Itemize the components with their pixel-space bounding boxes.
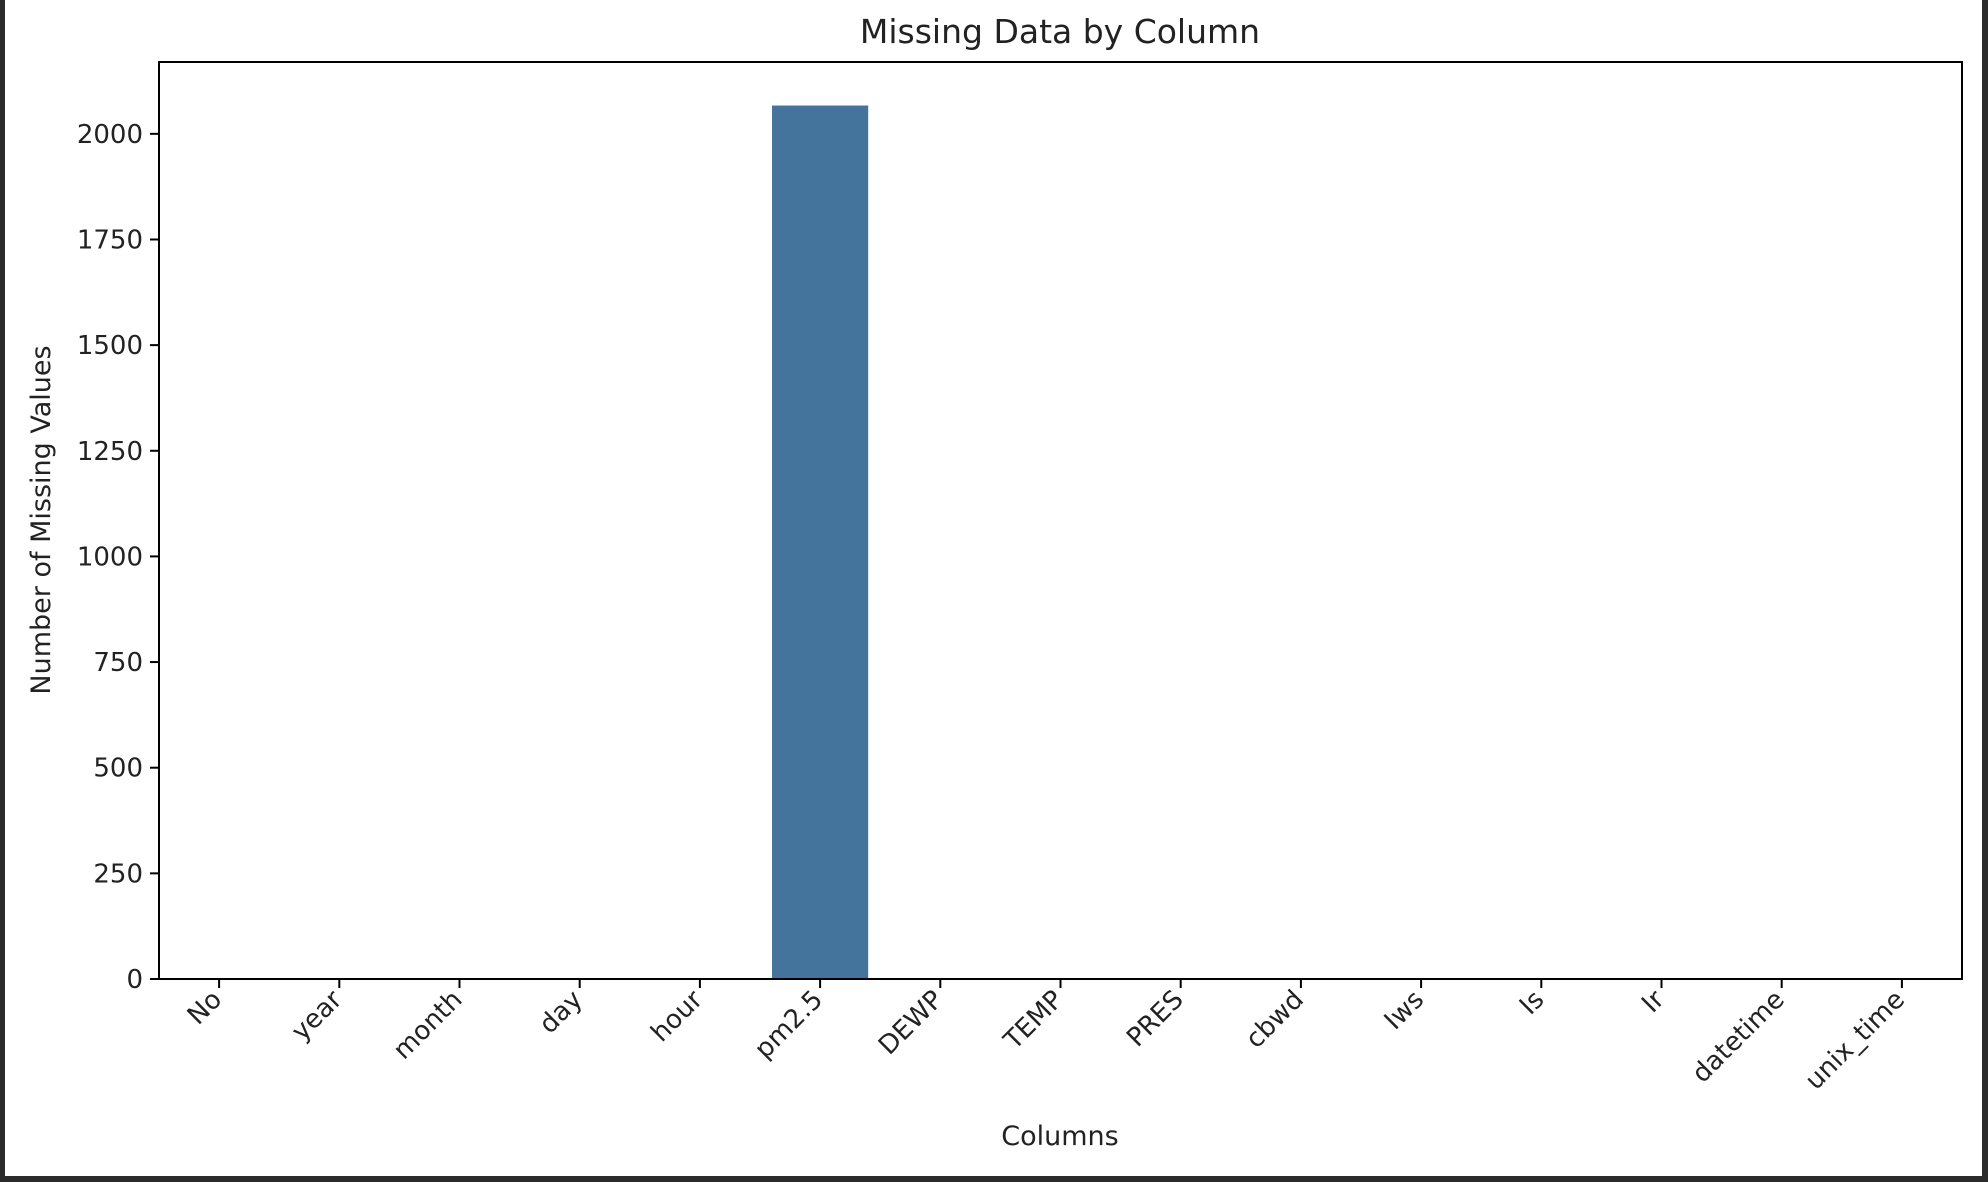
x-tick-label: Iws <box>1379 985 1430 1036</box>
x-axis: No year month day hour pm2.5 DEWP TEMP PRES cbwd I… <box>182 979 1911 1096</box>
x-tick-label: pm2.5 <box>749 985 829 1065</box>
y-tick-label: 1250 <box>77 437 143 467</box>
x-tick-label: unix_time <box>1800 985 1911 1096</box>
x-tick-label: month <box>388 985 469 1066</box>
y-tick-label: 1500 <box>77 331 143 361</box>
y-tick-label: 0 <box>126 965 143 995</box>
y-tick-label: 1750 <box>77 225 143 255</box>
plot-area-frame <box>158 61 1963 980</box>
y-tick-label: 500 <box>93 754 143 784</box>
x-tick-label: TEMP <box>998 985 1070 1057</box>
y-tick-label: 2000 <box>77 120 143 150</box>
y-tick-label: 250 <box>93 859 143 889</box>
chart-canvas: Missing Data by Column 0 250 500 750 1000 125… <box>5 0 1982 1176</box>
x-tick-label: No <box>182 985 228 1031</box>
y-axis-title: Number of Missing Values <box>26 345 57 694</box>
x-tick-label: day <box>534 985 589 1040</box>
x-tick-label: cbwd <box>1240 985 1310 1055</box>
bar-group <box>772 105 869 979</box>
bar-chart: Missing Data by Column 0 250 500 750 1000 125… <box>26 12 1963 1152</box>
y-tick-label: 1000 <box>77 542 143 572</box>
x-tick-label: DEWP <box>873 985 949 1061</box>
x-tick-label: year <box>286 985 348 1047</box>
x-tick-label: PRES <box>1121 985 1189 1053</box>
y-tick-label: 750 <box>93 648 143 678</box>
x-tick-label: hour <box>646 985 710 1049</box>
x-axis-title: Columns <box>1001 1121 1118 1152</box>
x-tick-label: Is <box>1514 985 1550 1021</box>
x-tick-label: Ir <box>1636 985 1670 1019</box>
chart-title: Missing Data by Column <box>860 12 1260 51</box>
x-tick-label: datetime <box>1686 985 1790 1089</box>
bar-pm2.5 <box>772 105 869 979</box>
y-axis: 0 250 500 750 1000 1250 1500 1750 2000 <box>77 120 159 995</box>
